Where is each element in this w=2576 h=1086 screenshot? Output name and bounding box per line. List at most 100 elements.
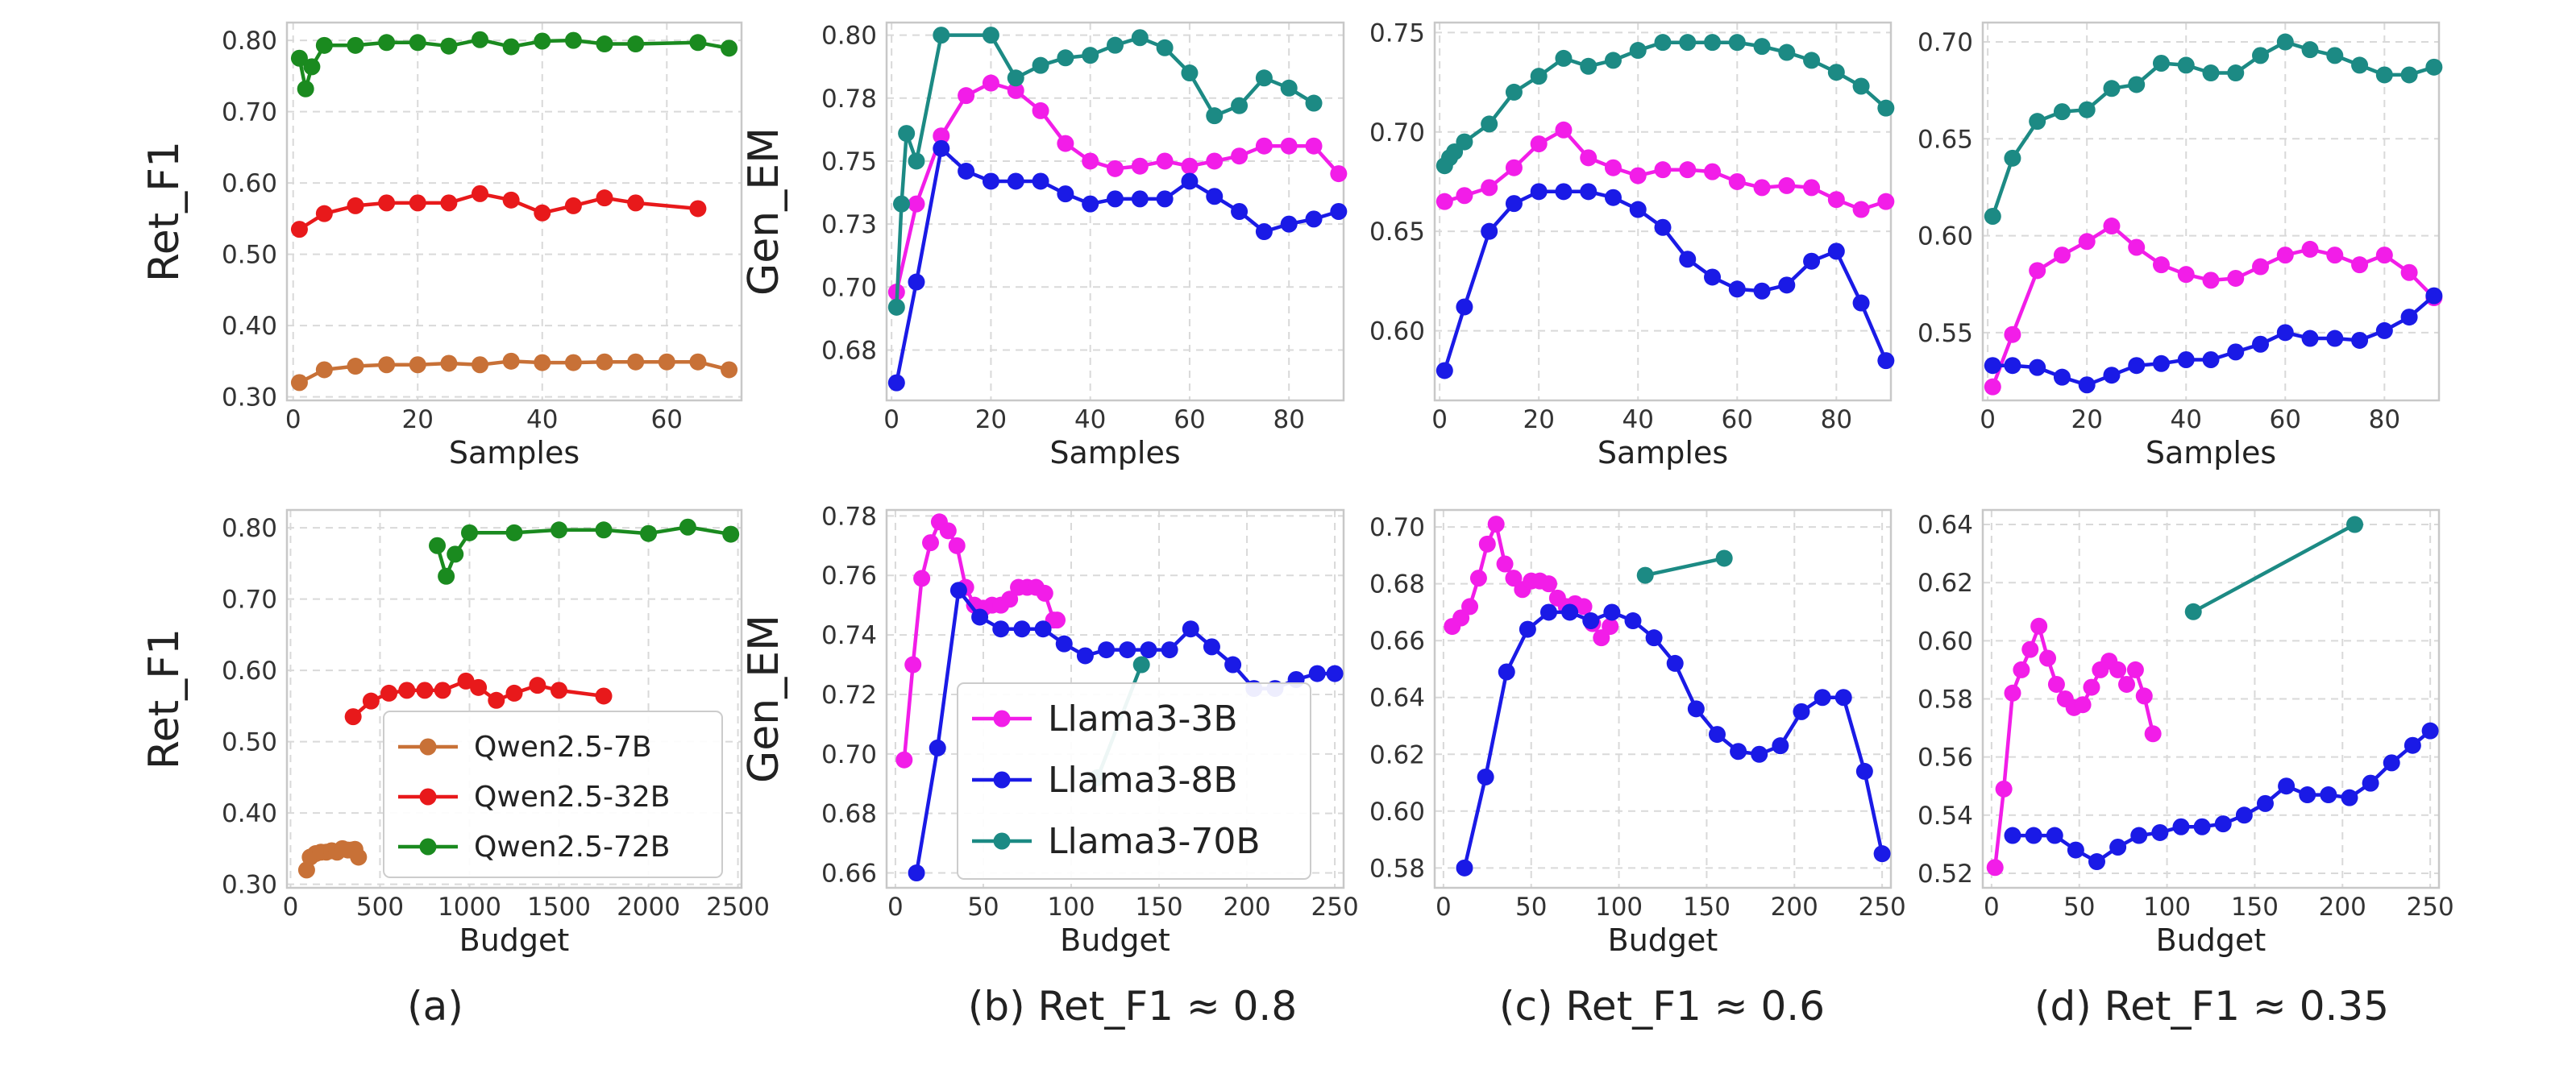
series-Llama3-8B [2004,722,2439,871]
data-point-Llama3-8B-4 [992,620,1010,638]
data-point-Llama3-3B-10 [1131,157,1149,175]
data-point-Llama3-8B-6 [2130,827,2148,844]
x-tick-label-1: 500 [356,893,404,922]
data-point-Qwen2.5-7B-12 [658,353,675,371]
data-point-Llama3-8B-4 [982,172,999,190]
data-point-Llama3-70B-18 [1305,94,1323,112]
data-point-Llama3-70B-9 [1082,47,1099,64]
data-point-Llama3-70B-16 [2375,66,2393,84]
series-Llama3-70B [1984,33,2443,226]
x-tick-label-2: 100 [2143,893,2191,922]
x-tick-label-4: 2000 [617,893,680,922]
panel-b-bottom: 0 50 100 150 200 250 0.66 0.68 0.70 0.72 0.74 0.76 0… [740,502,1359,958]
data-point-Llama3-70B-13 [1181,64,1199,82]
series-Qwen2.5-7B [297,839,368,879]
data-point-Llama3-8B-17 [1305,210,1323,228]
data-point-Qwen2.5-7B-4 [409,356,426,374]
data-point-Qwen2.5-72B-0 [429,537,447,554]
data-point-Llama3-3B-16 [1827,191,1845,209]
x-tick-label-0: 0 [285,405,301,434]
data-point-Qwen2.5-7B-9 [564,354,582,371]
data-point-Llama3-8B-5 [1013,620,1031,638]
data-point-Llama3-70B-4 [933,27,950,44]
series-Qwen2.5-32B [290,184,707,238]
data-point-Llama3-3B-14 [1231,147,1249,165]
series-Llama3-70B [887,27,1323,316]
data-point-Llama3-3B-4 [2078,233,2096,251]
data-point-Llama3-8B-4 [1530,183,1548,201]
legend-label: Qwen2.5-32B [474,781,671,814]
data-point-Llama3-70B-5 [1505,83,1523,101]
data-point-Llama3-8B-20 [1326,665,1344,682]
data-point-Qwen2.5-32B-6 [472,184,489,202]
data-point-Llama3-70B-18 [1827,64,1845,81]
legend-item-Qwen2.5-72B: Qwen2.5-72B [398,831,671,864]
data-point-Llama3-70B-17 [1280,79,1298,97]
data-point-Qwen2.5-72B-3 [315,36,333,54]
y-tick-label-4: 0.74 [821,621,877,650]
data-point-Llama3-8B-10 [2227,343,2245,361]
grid [1435,510,1891,888]
data-point-Llama3-70B-3 [908,152,925,170]
data-point-Llama3-8B-17 [1852,294,1870,312]
data-point-Qwen2.5-32B-12 [595,687,613,705]
data-point-Llama3-8B-14 [1751,745,1768,763]
plot-frame [285,21,743,402]
data-point-Llama3-8B-1 [908,273,925,291]
data-point-Llama3-8B-10 [1666,654,1684,672]
data-point-Llama3-8B-15 [1224,656,1242,674]
legend-item-Qwen2.5-32B: Qwen2.5-32B [398,781,671,814]
data-point-Llama3-3B-9 [2202,272,2220,289]
data-point-Llama3-8B-2 [949,582,967,599]
data-point-Llama3-8B-6 [2128,357,2146,375]
data-point-Llama3-8B-18 [1877,352,1895,370]
data-point-Llama3-70B-2 [898,125,916,143]
x-axis-label: Budget [2156,922,2266,958]
data-point-Llama3-8B-18 [2425,287,2443,305]
x-tick-label-2: 40 [1622,405,1654,434]
data-point-Qwen2.5-72B-10 [534,32,551,50]
data-point-Llama3-8B-2 [933,139,950,157]
data-point-Llama3-3B-16 [1280,137,1298,155]
y-tick-label-1: 0.68 [821,800,877,829]
data-point-Llama3-3B-1 [908,195,925,213]
data-point-Llama3-8B-6 [1032,172,1049,190]
y-tick-label-2: 0.50 [222,728,277,757]
legend-item-Llama3-3B: Llama3-3B [972,698,1238,740]
data-point-Llama3-8B-13 [1206,188,1224,205]
plot-area [1435,23,1891,400]
data-point-Qwen2.5-72B-7 [440,37,458,55]
data-point-Llama3-3B-11 [1156,152,1174,170]
data-point-Qwen2.5-72B-11 [564,31,582,49]
data-point-Llama3-3B-15 [1255,137,1273,155]
data-point-Llama3-70B-6 [2128,76,2146,93]
data-point-Llama3-3B-15 [2351,256,2369,274]
x-tick-label-3: 150 [1135,893,1182,922]
y-tick-label-3: 0.64 [1369,684,1425,713]
legend-swatch-marker [419,838,437,856]
data-point-Llama3-3B-13 [2301,240,2319,258]
data-point-Llama3-3B-16 [2126,661,2144,678]
data-point-Llama3-3B-0 [895,751,913,769]
data-point-Llama3-3B-3 [922,534,940,552]
data-point-Llama3-3B-18 [1330,165,1348,183]
x-tick-label-1: 20 [402,405,434,434]
data-point-Llama3-8B-6 [1034,620,1052,638]
x-tick-label-3: 60 [651,405,683,434]
data-point-Llama3-8B-7 [2152,354,2170,372]
data-point-Llama3-8B-15 [1772,737,1789,755]
data-point-Qwen2.5-72B-2 [447,545,464,563]
x-tick-label-0: 0 [883,405,900,434]
series-Llama3-3B [1984,218,2443,396]
data-point-Llama3-3B-2 [913,570,931,587]
series-Qwen2.5-7B [290,352,738,392]
data-point-Llama3-3B-11 [2252,258,2270,276]
series-Qwen2.5-72B [429,518,740,585]
plot-frame [1981,21,2441,402]
data-point-Llama3-3B-5 [2103,218,2121,235]
data-point-Llama3-3B-8 [2177,266,2195,284]
data-point-Llama3-3B-17 [1852,201,1870,218]
data-point-Llama3-8B-0 [1984,357,2001,375]
data-point-Llama3-3B-4 [982,74,999,92]
data-point-Llama3-3B-5 [939,522,957,540]
